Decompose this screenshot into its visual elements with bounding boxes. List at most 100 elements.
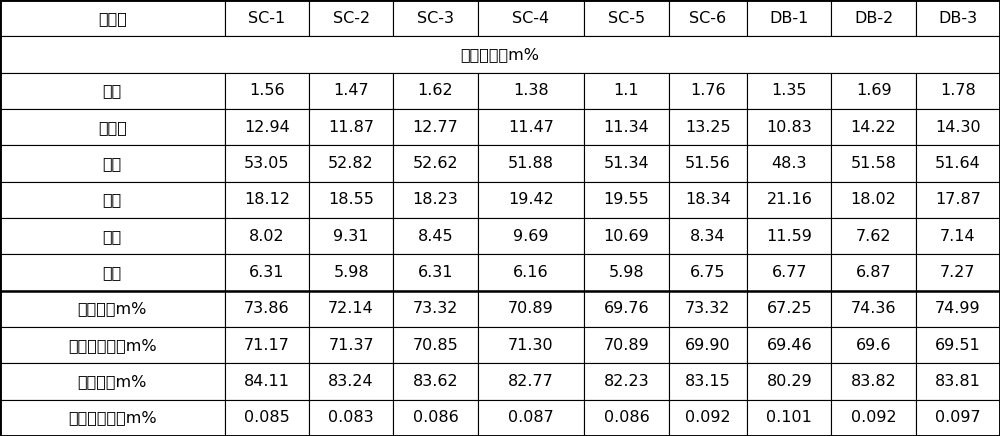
Text: 73.32: 73.32 xyxy=(413,301,458,317)
Bar xyxy=(669,363,747,400)
Bar xyxy=(478,291,584,327)
Text: 13.25: 13.25 xyxy=(685,119,731,135)
Text: SC-2: SC-2 xyxy=(333,10,370,26)
Bar xyxy=(393,291,478,327)
Text: 1.56: 1.56 xyxy=(249,83,285,99)
Text: 69.51: 69.51 xyxy=(935,337,981,353)
Text: 0.097: 0.097 xyxy=(935,410,981,426)
Text: 19.42: 19.42 xyxy=(508,192,554,208)
Text: 0.087: 0.087 xyxy=(508,410,554,426)
Text: 71.30: 71.30 xyxy=(508,337,554,353)
Bar xyxy=(393,400,478,436)
Bar xyxy=(916,400,1000,436)
Bar xyxy=(478,363,584,400)
Bar xyxy=(747,218,831,254)
Bar xyxy=(916,363,1000,400)
Text: 6.16: 6.16 xyxy=(513,265,549,280)
Bar xyxy=(831,254,916,291)
Text: 82.23: 82.23 xyxy=(604,374,649,389)
Text: 74.99: 74.99 xyxy=(935,301,981,317)
Bar xyxy=(584,327,669,363)
Text: 6.77: 6.77 xyxy=(772,265,807,280)
Text: 18.23: 18.23 xyxy=(413,192,458,208)
Bar xyxy=(831,145,916,182)
Bar xyxy=(478,73,584,109)
Bar xyxy=(584,145,669,182)
Bar xyxy=(669,0,747,36)
Bar xyxy=(747,109,831,145)
Text: 52.82: 52.82 xyxy=(328,156,374,171)
Bar xyxy=(584,182,669,218)
Bar xyxy=(225,327,309,363)
Text: 8.02: 8.02 xyxy=(249,228,285,244)
Bar xyxy=(916,254,1000,291)
Text: DB-1: DB-1 xyxy=(770,10,809,26)
Bar xyxy=(916,182,1000,218)
Text: 69.6: 69.6 xyxy=(856,337,891,353)
Text: SC-4: SC-4 xyxy=(512,10,549,26)
Text: 10.83: 10.83 xyxy=(766,119,812,135)
Bar xyxy=(669,327,747,363)
Bar xyxy=(478,0,584,36)
Text: 70.89: 70.89 xyxy=(508,301,554,317)
Text: 83.15: 83.15 xyxy=(685,374,731,389)
Text: 7.14: 7.14 xyxy=(940,228,976,244)
Bar xyxy=(0,400,225,436)
Bar xyxy=(309,218,393,254)
Text: 0.083: 0.083 xyxy=(328,410,374,426)
Bar xyxy=(225,73,309,109)
Bar xyxy=(225,400,309,436)
Text: 18.34: 18.34 xyxy=(685,192,731,208)
Text: 9.69: 9.69 xyxy=(513,228,549,244)
Text: 73.86: 73.86 xyxy=(244,301,290,317)
Text: 70.85: 70.85 xyxy=(413,337,458,353)
Text: 0.086: 0.086 xyxy=(413,410,458,426)
Text: 70.89: 70.89 xyxy=(604,337,649,353)
Text: 焦炭选择性，m%: 焦炭选择性，m% xyxy=(68,410,157,426)
Bar xyxy=(225,218,309,254)
Text: DB-3: DB-3 xyxy=(938,10,977,26)
Text: 产品分布，m%: 产品分布，m% xyxy=(460,47,540,62)
Bar xyxy=(225,145,309,182)
Text: 69.46: 69.46 xyxy=(767,337,812,353)
Bar xyxy=(747,254,831,291)
Text: 液化气: 液化气 xyxy=(98,119,127,135)
Bar xyxy=(831,218,916,254)
Text: 73.32: 73.32 xyxy=(685,301,731,317)
Bar xyxy=(0,291,225,327)
Bar xyxy=(584,0,669,36)
Text: 1.38: 1.38 xyxy=(513,83,549,99)
Bar xyxy=(747,145,831,182)
Bar xyxy=(478,400,584,436)
Text: 0.092: 0.092 xyxy=(851,410,896,426)
Text: 0.086: 0.086 xyxy=(604,410,649,426)
Bar xyxy=(309,363,393,400)
Text: 汽油: 汽油 xyxy=(103,156,122,171)
Bar xyxy=(393,363,478,400)
Text: 6.87: 6.87 xyxy=(856,265,891,280)
Bar xyxy=(393,254,478,291)
Bar xyxy=(669,218,747,254)
Text: 轻质油收率，m%: 轻质油收率，m% xyxy=(68,337,157,353)
Text: 51.64: 51.64 xyxy=(935,156,981,171)
Text: 1.78: 1.78 xyxy=(940,83,976,99)
Bar xyxy=(831,73,916,109)
Text: 83.62: 83.62 xyxy=(413,374,458,389)
Bar xyxy=(0,145,225,182)
Text: 83.81: 83.81 xyxy=(935,374,981,389)
Text: 12.77: 12.77 xyxy=(413,119,458,135)
Bar xyxy=(478,218,584,254)
Text: SC-5: SC-5 xyxy=(608,10,645,26)
Text: 17.87: 17.87 xyxy=(935,192,981,208)
Bar xyxy=(916,145,1000,182)
Text: 1.47: 1.47 xyxy=(333,83,369,99)
Text: 重油: 重油 xyxy=(103,228,122,244)
Bar xyxy=(0,182,225,218)
Bar xyxy=(831,363,916,400)
Bar xyxy=(478,182,584,218)
Text: 焦炭: 焦炭 xyxy=(103,265,122,280)
Bar xyxy=(584,109,669,145)
Text: 21.16: 21.16 xyxy=(766,192,812,208)
Text: 6.75: 6.75 xyxy=(690,265,726,280)
Text: SC-3: SC-3 xyxy=(417,10,454,26)
